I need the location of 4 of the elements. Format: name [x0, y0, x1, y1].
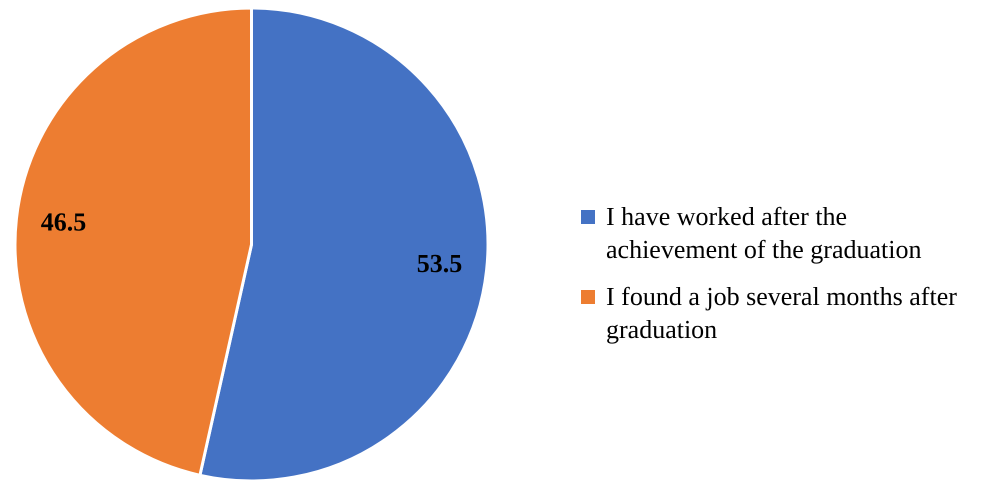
data-label: 46.5: [40, 207, 86, 236]
legend-label: I found a job several months after graduation: [606, 282, 957, 344]
legend-label: I have worked after the achievement of the graduation: [606, 202, 922, 264]
data-label: 53.5: [416, 248, 462, 278]
